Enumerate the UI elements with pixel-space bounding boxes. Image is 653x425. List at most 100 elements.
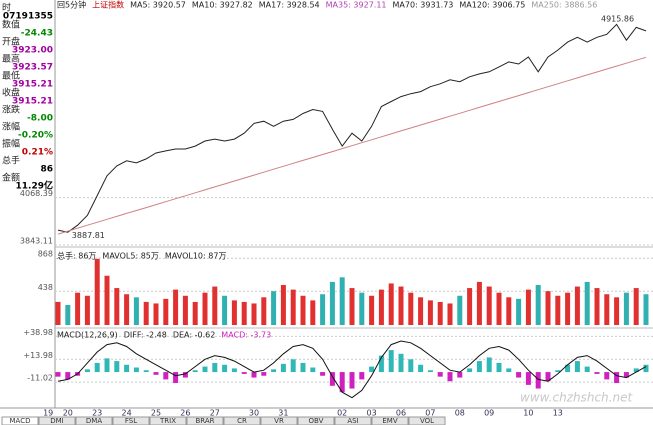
indicator-tab[interactable] xyxy=(408,416,446,425)
x-tick-label: 13 xyxy=(553,409,563,418)
macd-bar xyxy=(339,372,345,393)
macd-bar xyxy=(584,366,590,373)
indicator-tab[interactable] xyxy=(223,416,261,425)
x-tick-label: 27 xyxy=(210,409,220,418)
macd-bar xyxy=(633,368,639,373)
macd-bar xyxy=(271,369,277,373)
indicator-tab[interactable] xyxy=(149,416,187,425)
macd-bar xyxy=(163,372,169,380)
macd-bar xyxy=(408,359,414,373)
macd-bar xyxy=(594,372,600,374)
indicator-tab-label[interactable]: TRIX xyxy=(159,417,176,425)
field-label: 振幅 xyxy=(2,138,20,150)
header-text: MAVOL10: 87万 xyxy=(165,252,227,261)
header-text: 上证指数 xyxy=(92,0,124,10)
header-text: MAVOL5: 85万 xyxy=(102,252,158,261)
macd-bar xyxy=(114,361,120,373)
field-value: 07191355 xyxy=(3,12,53,22)
header-text: MA70: 3931.73 xyxy=(393,1,454,10)
macd-bar xyxy=(555,370,561,373)
y-tick-label: 438 xyxy=(38,283,53,292)
volume-bar xyxy=(437,301,443,325)
indicator-tab[interactable] xyxy=(75,416,113,425)
macd-bar xyxy=(516,372,522,378)
indicator-tab[interactable] xyxy=(186,416,224,425)
indicator-tab-label[interactable]: FSL xyxy=(125,417,137,425)
volume-bar xyxy=(486,286,492,325)
volume-bar xyxy=(594,288,600,325)
indicator-tab-label[interactable]: CR xyxy=(237,417,247,425)
x-tick-label: 06 xyxy=(396,409,406,418)
x-tick-label: 20 xyxy=(63,409,73,418)
header-text: 总手: 86万 xyxy=(57,251,96,261)
volume-bar xyxy=(271,291,277,325)
y-tick-label: 3843.11 xyxy=(20,237,53,246)
macd-bar xyxy=(447,372,453,382)
indicator-tab[interactable] xyxy=(260,416,298,425)
field-value: 3915.21 xyxy=(12,80,53,90)
volume-bar xyxy=(565,292,571,325)
y-tick-label: -11.02 xyxy=(27,374,53,383)
macd-bar xyxy=(614,372,620,384)
line xyxy=(57,56,647,235)
indicator-tab-label[interactable]: MACD xyxy=(10,417,31,425)
header-text: MA120: 3906.75 xyxy=(459,1,525,10)
indicator-tab-label[interactable]: DMA xyxy=(86,417,102,425)
volume-bar xyxy=(94,258,100,325)
macd-bar xyxy=(378,355,384,373)
macd-bar xyxy=(192,370,198,373)
indicator-tab-label[interactable]: ASI xyxy=(347,417,358,425)
macd-bar xyxy=(437,372,443,377)
volume-bar xyxy=(124,294,130,325)
field-value: -0.20% xyxy=(18,131,53,141)
macd-bar xyxy=(261,372,267,376)
y-tick-label: 868 xyxy=(38,250,53,259)
volume-bar xyxy=(545,291,551,325)
indicator-tab[interactable] xyxy=(334,416,372,425)
volume-bar xyxy=(388,283,394,325)
volume-bar xyxy=(75,292,81,325)
macd-bar xyxy=(565,364,571,373)
macd-bar xyxy=(143,370,149,373)
header-text: 回5分钟 xyxy=(57,0,86,10)
x-tick-label: 23 xyxy=(92,409,102,418)
macd-bar xyxy=(251,372,257,378)
indicator-tab[interactable] xyxy=(38,416,76,425)
indicator-tab[interactable] xyxy=(371,416,409,425)
indicator-tab[interactable] xyxy=(297,416,335,425)
macd-bar xyxy=(496,362,502,373)
indicator-tab-label[interactable]: OBV xyxy=(309,417,324,425)
indicator-tab-label[interactable]: BRAR xyxy=(195,417,214,425)
macd-bar xyxy=(349,372,355,389)
x-tick-label: 07 xyxy=(425,409,435,418)
macd-bar xyxy=(94,362,100,373)
indicator-tab-label[interactable]: DMI xyxy=(50,417,64,425)
price-annotation: 4915.86 xyxy=(601,15,634,24)
volume-bar xyxy=(574,286,580,325)
indicator-tab[interactable] xyxy=(112,416,150,425)
indicator-tab-label[interactable]: VR xyxy=(274,417,284,425)
macd-bar xyxy=(212,362,218,373)
macd-bar xyxy=(525,372,531,385)
volume-bar xyxy=(84,295,90,325)
line xyxy=(57,23,647,233)
macd-bar xyxy=(486,357,492,373)
x-tick-label: 31 xyxy=(278,409,288,418)
macd-bar xyxy=(359,372,365,380)
indicator-tab[interactable] xyxy=(1,416,39,425)
volume-bar xyxy=(467,288,473,325)
volume-bar xyxy=(320,294,326,325)
volume-bar xyxy=(290,289,296,325)
field-value: 0.21% xyxy=(22,148,53,158)
macd-bar xyxy=(457,372,463,378)
indicator-tab-label[interactable]: EMV xyxy=(382,417,397,425)
volume-bar xyxy=(643,294,649,325)
indicator-tab-label[interactable]: VOL xyxy=(420,417,434,425)
macd-bar xyxy=(623,372,629,378)
volume-bar xyxy=(408,292,414,325)
volume-bar xyxy=(516,298,522,325)
macd-bar xyxy=(643,364,649,373)
volume-bar xyxy=(114,288,120,325)
volume-bar xyxy=(623,292,629,325)
volume-bar xyxy=(104,275,110,325)
